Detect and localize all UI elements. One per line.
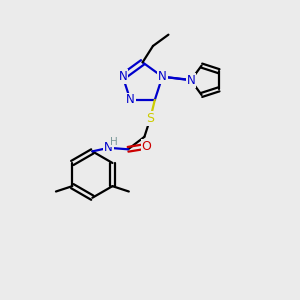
Text: N: N: [187, 74, 195, 87]
Text: N: N: [104, 141, 113, 154]
Text: N: N: [126, 94, 135, 106]
Text: N: N: [158, 70, 167, 83]
Text: O: O: [142, 140, 152, 153]
Text: H: H: [110, 137, 118, 147]
Text: S: S: [146, 112, 154, 125]
Text: N: N: [118, 70, 127, 83]
